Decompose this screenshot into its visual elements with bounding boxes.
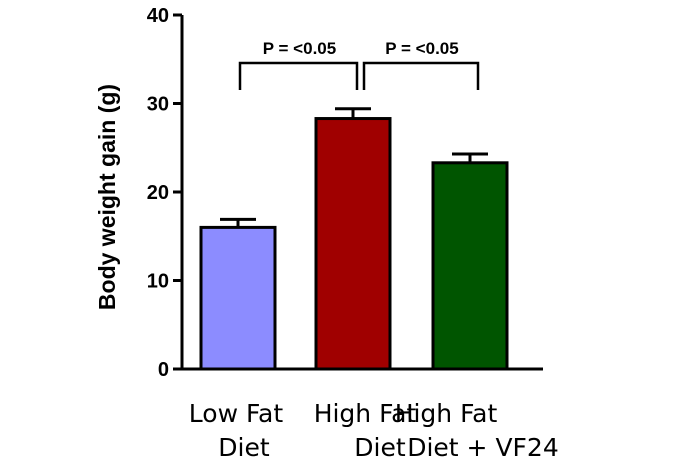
y-tick-label: 20 [147, 182, 169, 204]
y-tick-label: 10 [147, 271, 169, 293]
bar [431, 161, 509, 371]
bar [314, 117, 392, 371]
y-axis-title: Body weight gain (g) [94, 84, 120, 310]
category-label: High Fat [395, 399, 498, 428]
category-label: Diet + VF24 [407, 433, 559, 462]
bar [199, 225, 277, 371]
y-tick-label: 0 [158, 359, 169, 381]
significance-bracket [238, 61, 359, 90]
significance-label: P = <0.05 [385, 39, 458, 58]
category-label: Diet [218, 433, 270, 462]
category-label: High Fat [314, 399, 417, 428]
significance-label: P = <0.05 [263, 39, 336, 58]
y-tick-label: 30 [147, 94, 169, 116]
y-tick-label: 40 [147, 5, 169, 27]
category-label: Diet [354, 433, 406, 462]
category-label: Low Fat [189, 399, 284, 428]
significance-bracket [362, 61, 480, 90]
